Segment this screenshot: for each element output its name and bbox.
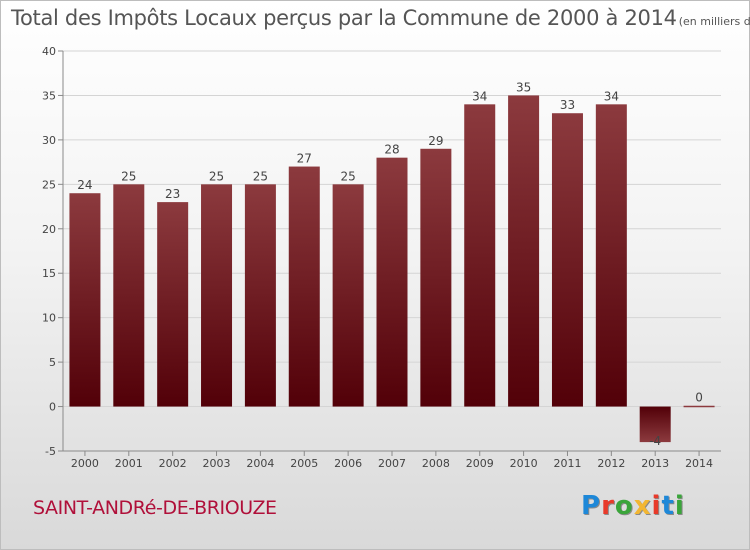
y-tick-label: 5 (49, 356, 56, 369)
data-label-2000: 24 (77, 178, 92, 192)
chart-subtitle: (en milliers d'€) (678, 15, 750, 28)
bar-2000 (69, 193, 101, 407)
bar-2002 (157, 202, 189, 407)
logo-letter: o (614, 491, 634, 521)
bar-2007 (376, 157, 408, 407)
x-tick-label: 2000 (71, 457, 99, 470)
bar-2010 (508, 95, 540, 407)
data-label-2008: 29 (428, 134, 443, 148)
bar-2005 (288, 166, 320, 407)
data-label-2011: 33 (560, 98, 575, 112)
x-tick-label: 2008 (422, 457, 450, 470)
data-label-2009: 34 (472, 89, 487, 103)
x-tick-label: 2007 (378, 457, 406, 470)
commune-name: SAINT-ANDRé-DE-BRIOUZE (33, 497, 277, 519)
logo-letter: i (651, 491, 662, 521)
bar-2009 (464, 104, 496, 407)
data-label-2007: 28 (384, 143, 399, 157)
logo-letter: x (633, 491, 652, 521)
x-tick-label: 2002 (159, 457, 187, 470)
chart-title: Total des Impôts Locaux perçus par la Co… (11, 6, 677, 30)
x-tick-label: 2009 (466, 457, 494, 470)
data-label-2003: 25 (209, 169, 224, 183)
bar-2013 (639, 406, 671, 443)
logo-letter: r (601, 491, 615, 521)
data-label-2005: 27 (297, 152, 312, 166)
bar-2004 (244, 184, 276, 407)
data-labels: 24 25 23 25 25 27 25 28 29 34 35 33 34 -4 0 (77, 80, 703, 448)
data-label-2013: -4 (649, 434, 661, 448)
y-tick-label: 40 (42, 45, 56, 58)
logo-letter: t (661, 491, 675, 521)
x-tick-label: 2001 (115, 457, 143, 470)
y-tick-label: -5 (45, 445, 56, 458)
x-tick-label: 2006 (334, 457, 362, 470)
x-tick-label: 2011 (553, 457, 581, 470)
x-tick-label: 2012 (597, 457, 625, 470)
data-label-2004: 25 (253, 169, 268, 183)
bar-2003 (201, 184, 233, 407)
proxiti-logo: Proxiti (581, 491, 685, 521)
x-tick-label: 2004 (246, 457, 274, 470)
x-tick-label: 2003 (203, 457, 231, 470)
x-tick-label: 2010 (510, 457, 538, 470)
data-label-2012: 34 (604, 89, 619, 103)
x-tick-label: 2013 (641, 457, 669, 470)
data-label-2006: 25 (340, 169, 355, 183)
y-tick-label: 10 (42, 312, 56, 325)
logo-letter: P (581, 491, 602, 521)
bar-2008 (420, 148, 452, 407)
y-tick-label: 30 (42, 134, 56, 147)
axes: -5 0 5 10 15 20 25 30 35 40 2000 2001 2002 2003 2004 20… (42, 45, 721, 470)
x-tick-label: 2014 (685, 457, 713, 470)
data-label-2010: 35 (516, 80, 531, 94)
bars (69, 95, 715, 443)
y-tick-label: 20 (42, 223, 56, 236)
x-tick-label: 2005 (290, 457, 318, 470)
y-tick-label: 0 (49, 401, 56, 414)
bar-2006 (332, 184, 364, 407)
data-label-2001: 25 (121, 169, 136, 183)
data-label-2014: 0 (695, 391, 703, 405)
y-tick-label: 35 (42, 89, 56, 102)
bar-2011 (551, 113, 583, 407)
chart-title-block: Total des Impôts Locaux perçus par la Co… (11, 6, 750, 30)
data-label-2002: 23 (165, 187, 180, 201)
y-tick-label: 25 (42, 178, 56, 191)
bar-2001 (113, 184, 145, 407)
y-tick-label: 15 (42, 267, 56, 280)
logo-letter: i (674, 491, 685, 521)
bar-2012 (595, 104, 627, 407)
